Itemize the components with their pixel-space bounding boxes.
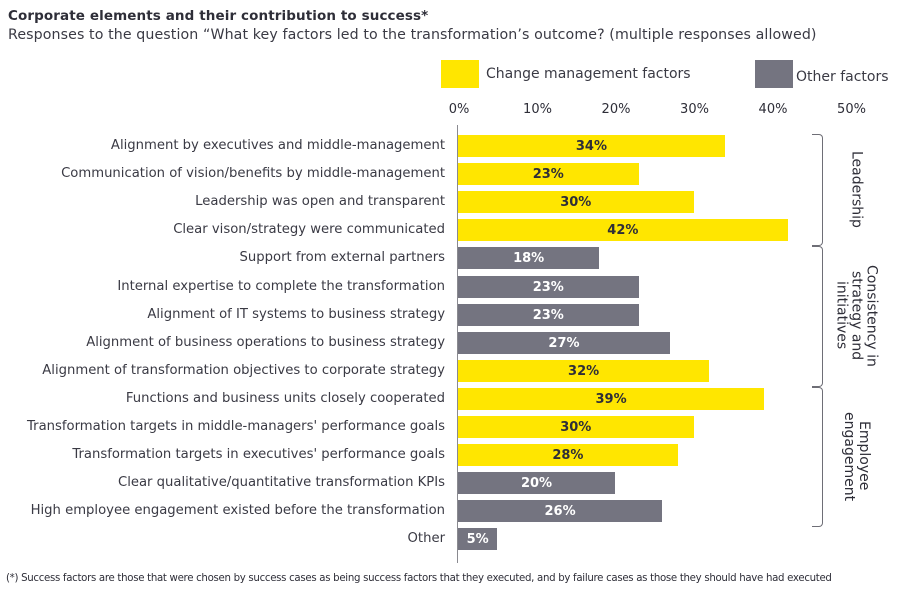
category-label: High employee engagement existed before … — [30, 503, 445, 519]
bar-value-label: 26% — [544, 504, 576, 520]
group-label-line: Consistency in — [863, 264, 880, 367]
group-label-line: strategy and — [848, 270, 865, 361]
bar-other — [458, 331, 670, 354]
bar-value-label: 28% — [552, 448, 584, 464]
group-label-line: engagement — [841, 411, 857, 501]
bar-value-label: 23% — [532, 167, 564, 183]
bar-other — [458, 528, 498, 551]
bar-change-management — [458, 359, 710, 382]
category-label: Alignment by executives and middle-manag… — [110, 138, 445, 153]
category-label: Functions and business units closely coo… — [125, 390, 445, 406]
x-tick-label: 30% — [680, 102, 709, 117]
bar-change-management — [458, 219, 788, 242]
bar-value-label: 23% — [532, 279, 564, 295]
bar-change-management — [458, 416, 694, 438]
legend-label-change-management: Change management factors — [486, 66, 691, 82]
bar-change-management — [458, 135, 725, 157]
chart-subtitle: Responses to the question “What key fact… — [8, 27, 817, 43]
bar-value-label: 34% — [575, 139, 607, 154]
bar-value-label: 5% — [466, 532, 489, 548]
category-label: Alignment of IT systems to business stra… — [147, 306, 445, 322]
category-label: Clear vison/strategy were communicated — [173, 222, 445, 238]
bar-value-label: 32% — [568, 363, 600, 379]
bar-value-label: 27% — [548, 335, 580, 351]
footnote: (*) Success factors are those that were … — [6, 573, 832, 584]
y-axis-line — [457, 125, 458, 563]
bar-other — [458, 247, 600, 270]
category-label: Transformation targets in executives' pe… — [72, 447, 445, 463]
bar-value-label: 18% — [513, 251, 545, 267]
bar-change-management — [458, 444, 678, 467]
bar-other — [458, 500, 663, 523]
bar-value-label: 42% — [607, 223, 639, 239]
group-bracket — [812, 134, 823, 247]
x-tick-label: 0% — [448, 102, 470, 117]
legend-swatch-other — [755, 60, 793, 88]
bar-value-label: 30% — [560, 195, 592, 211]
group-label-line: initiatives — [833, 281, 850, 350]
group-bracket — [812, 246, 823, 387]
category-label: Internal expertise to complete the trans… — [117, 278, 445, 294]
x-tick-label: 10% — [523, 102, 552, 117]
bar-value-label: 23% — [532, 307, 564, 323]
bar-value-label: 39% — [595, 391, 627, 407]
category-label: Support from external partners — [239, 250, 445, 266]
bar-value-label: 30% — [560, 420, 592, 435]
group-label-line: Employee — [856, 421, 872, 491]
category-label: Other — [407, 531, 445, 547]
bar-change-management — [458, 163, 639, 186]
bar-change-management — [458, 191, 694, 214]
bar-change-management — [458, 387, 765, 410]
category-label: Clear qualitative/quantitative transform… — [117, 475, 445, 491]
group-label: Consistency in strategy and initiatives — [833, 246, 880, 384]
group-label-line: Leadership — [848, 150, 865, 228]
category-label: Alignment of business operations to busi… — [86, 334, 445, 350]
bar-other — [458, 303, 639, 326]
category-label: Leadership was open and transparent — [195, 194, 445, 210]
category-label: Alignment of transformation objectives t… — [42, 362, 445, 378]
group-label: Employee engagement — [841, 387, 872, 525]
bar-other — [458, 275, 639, 298]
category-label: Communication of vision/benefits by midd… — [61, 166, 445, 182]
group-label: Leadership — [848, 134, 865, 244]
legend-label-other: Other factors — [796, 69, 889, 85]
bar-other — [458, 472, 615, 495]
category-label: Transformation targets in middle-manager… — [27, 419, 445, 434]
x-tick-label: 50% — [837, 102, 866, 117]
chart-title: Corporate elements and their contributio… — [8, 8, 429, 24]
bar-value-label: 20% — [520, 476, 553, 492]
x-tick-label: 20% — [601, 102, 631, 117]
group-bracket — [812, 386, 823, 528]
legend-swatch-change-management — [441, 60, 479, 88]
x-tick-label: 40% — [758, 102, 788, 117]
